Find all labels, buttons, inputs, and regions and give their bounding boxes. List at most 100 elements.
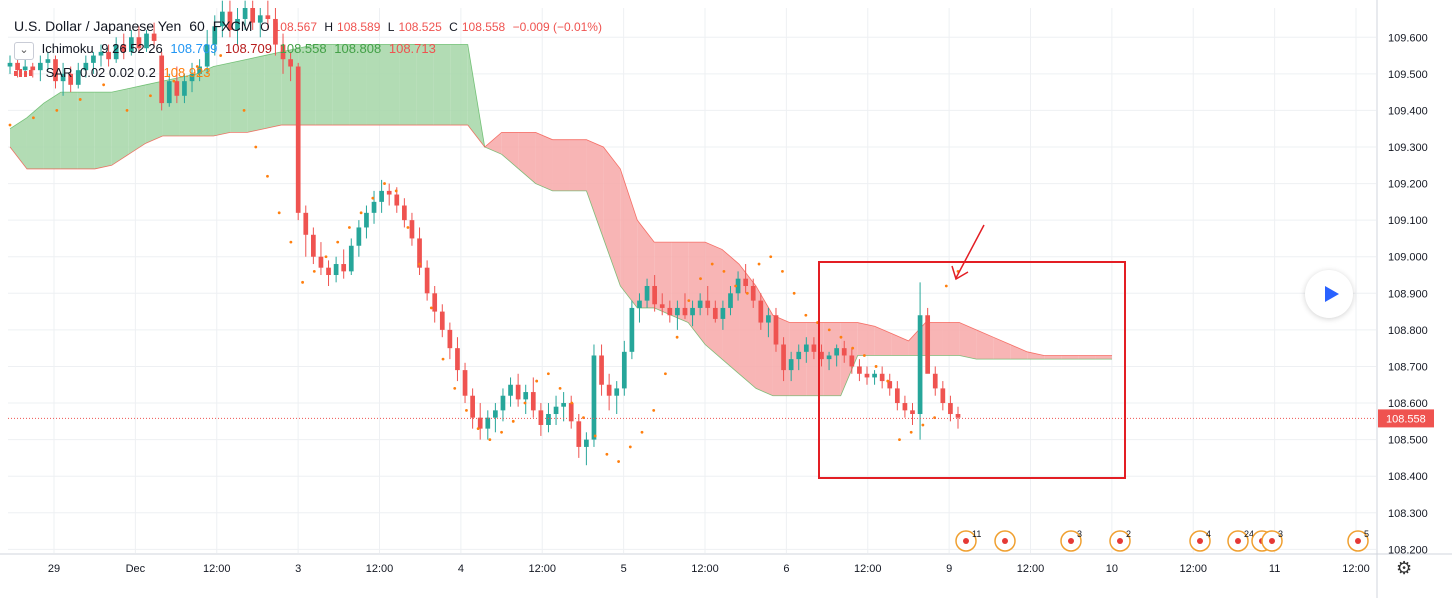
candle-body	[530, 392, 536, 411]
candle-body	[106, 51, 111, 60]
candle-body	[197, 66, 202, 74]
time-tick-label: 12:00	[691, 563, 719, 575]
price-tick-label: 108.300	[1388, 508, 1428, 520]
price-tick-label: 108.400	[1388, 471, 1428, 483]
candle-body	[735, 278, 741, 294]
time-tick-label: 12:00	[366, 563, 394, 575]
legend-title: U.S. Dollar / Japanese Yen 60 FXCM O 108.…	[14, 18, 610, 34]
sar-dot	[383, 182, 386, 185]
candle-body	[53, 59, 58, 82]
cloud-segment	[60, 92, 78, 169]
candle-body	[568, 403, 574, 422]
candle-body	[424, 267, 430, 294]
sar-dot	[441, 357, 445, 361]
ichimoku-name: Ichimoku	[41, 41, 94, 56]
sar-dot	[523, 401, 527, 405]
cloud-segment	[603, 146, 621, 286]
candle-body	[872, 373, 877, 378]
play-icon[interactable]	[1305, 270, 1353, 318]
cloud-segment	[1095, 355, 1112, 360]
time-tick-label: 12:00	[1017, 563, 1045, 575]
candle-body	[22, 66, 28, 71]
low-value: 108.525	[398, 20, 442, 34]
cloud-segment	[10, 117, 27, 169]
symbol-name[interactable]: U.S. Dollar / Japanese Yen	[14, 18, 182, 34]
candle-body	[470, 395, 475, 418]
cloud-segment	[501, 132, 519, 169]
close-label: C	[449, 20, 458, 34]
time-tick-label: 12:00	[1342, 563, 1370, 575]
cloud-segment	[569, 139, 587, 191]
candle-body	[128, 37, 134, 52]
sar-dot	[324, 255, 328, 259]
candle-body	[659, 304, 665, 308]
candle-body	[621, 351, 627, 389]
event-marker-dot	[1355, 538, 1361, 544]
candle-body	[750, 285, 756, 301]
event-marker-dot	[1002, 538, 1008, 544]
cloud-segment	[315, 44, 333, 126]
candle-body	[144, 33, 149, 49]
cloud-segment	[1010, 344, 1028, 360]
candle-body	[773, 315, 779, 345]
candle-body	[849, 355, 855, 367]
candle-body	[834, 348, 840, 356]
candle-body	[690, 307, 695, 316]
sar-name: SAR	[45, 65, 73, 80]
ichimoku-params: 9 26 52 26	[101, 41, 163, 56]
ichimoku-v5: 108.713	[388, 41, 436, 56]
ichimoku-v1: 108.709	[170, 41, 218, 56]
interval[interactable]: 60	[189, 18, 205, 34]
candle-body	[606, 384, 612, 396]
sar-dot	[745, 291, 749, 295]
candle-body	[485, 417, 491, 429]
cloud-segment	[942, 322, 960, 356]
candle-body	[341, 264, 347, 272]
event-count: 3	[1077, 529, 1082, 539]
candle-body	[121, 44, 127, 52]
candle-body	[500, 395, 506, 411]
sar-dot	[195, 65, 199, 68]
candle-body	[68, 73, 74, 85]
sar-dot	[55, 109, 59, 112]
cloud-segment	[535, 132, 553, 191]
sar-dot	[839, 335, 843, 339]
cloud-segment	[637, 220, 655, 308]
sar-value: 108.923	[163, 65, 211, 80]
candle-body	[447, 329, 453, 349]
candle-body	[265, 15, 271, 19]
candle-body	[417, 238, 422, 268]
legend-sar[interactable]: SAR 0.02 0.02 0.2 108.923	[14, 65, 215, 81]
candle-body	[766, 315, 771, 323]
candle-body	[788, 359, 794, 371]
time-tick-label: Dec	[126, 563, 146, 575]
cloud-segment	[298, 44, 316, 126]
cloud-segment	[857, 322, 875, 356]
cloud-segment	[620, 168, 638, 308]
cloud-segment	[450, 44, 468, 126]
cloud-segment	[247, 55, 265, 133]
sar-dot	[312, 269, 316, 273]
candle-body	[720, 307, 726, 319]
gear-icon[interactable]: ⚙	[1396, 558, 1413, 578]
time-tick-label: 9	[946, 563, 952, 575]
chevron-down-icon[interactable]: ⌄	[14, 42, 34, 60]
candle-body	[113, 44, 119, 60]
candle-body	[857, 366, 862, 374]
event-count: 11	[972, 529, 981, 539]
cloud-segment	[908, 322, 926, 356]
candle-body	[894, 388, 900, 404]
candle-body	[242, 8, 248, 19]
candle-body	[682, 307, 688, 316]
candle-body	[584, 439, 589, 447]
cloud-segment	[213, 62, 231, 137]
legend-ichimoku[interactable]: ⌄ Ichimoku 9 26 52 26 108.709 108.709 10…	[14, 41, 440, 60]
price-tick-label: 108.200	[1388, 544, 1428, 556]
event-marker-dot	[1068, 538, 1074, 544]
sar-dot	[687, 299, 691, 303]
sar-dot	[32, 116, 35, 120]
price-tick-label: 109.100	[1388, 215, 1428, 227]
open-label: O	[260, 20, 270, 34]
sar-dot	[862, 354, 866, 357]
